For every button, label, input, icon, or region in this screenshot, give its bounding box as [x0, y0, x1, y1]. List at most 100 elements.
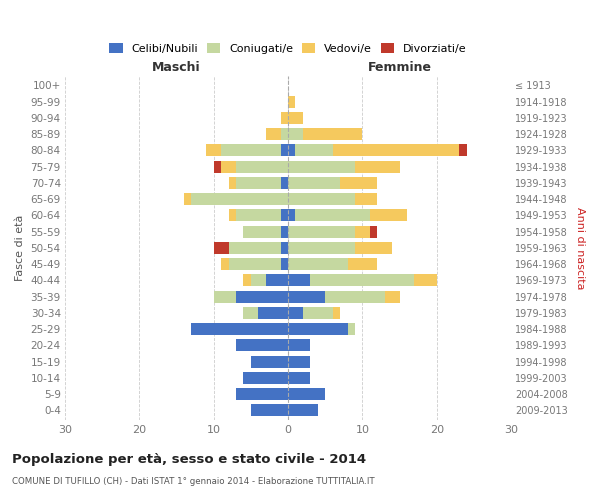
Bar [251, 404, 288, 416]
Bar [288, 242, 355, 254]
Bar [244, 226, 288, 237]
Bar [236, 388, 288, 400]
Bar [288, 210, 370, 222]
Bar [288, 210, 407, 222]
Bar [281, 112, 288, 124]
Bar [288, 290, 385, 302]
Bar [288, 193, 377, 205]
Bar [244, 307, 288, 319]
Bar [251, 356, 288, 368]
Bar [214, 290, 288, 302]
Legend: Celibi/Nubili, Coniugati/e, Vedovi/e, Divorziati/e: Celibi/Nubili, Coniugati/e, Vedovi/e, Di… [106, 40, 470, 58]
Bar [288, 160, 400, 172]
Bar [288, 290, 325, 302]
Bar [184, 193, 288, 205]
Bar [288, 356, 310, 368]
Bar [288, 388, 325, 400]
Bar [221, 258, 288, 270]
Bar [236, 177, 288, 189]
Bar [281, 128, 288, 140]
Bar [288, 96, 295, 108]
Bar [288, 340, 310, 351]
Bar [236, 210, 288, 222]
Bar [288, 112, 303, 124]
Bar [288, 258, 377, 270]
Bar [288, 404, 318, 416]
Bar [244, 372, 288, 384]
Bar [288, 307, 303, 319]
Bar [244, 372, 288, 384]
Bar [288, 177, 377, 189]
Bar [288, 160, 355, 172]
Bar [281, 210, 288, 222]
Y-axis label: Anni di nascita: Anni di nascita [575, 206, 585, 289]
Bar [236, 160, 288, 172]
Bar [288, 274, 437, 286]
Bar [288, 144, 467, 156]
Bar [281, 144, 288, 156]
Bar [281, 112, 288, 124]
Bar [244, 307, 288, 319]
Bar [288, 128, 303, 140]
Bar [288, 372, 310, 384]
Bar [288, 144, 459, 156]
Bar [288, 323, 355, 335]
Bar [288, 96, 295, 108]
Bar [251, 356, 288, 368]
Bar [288, 372, 310, 384]
Bar [288, 242, 392, 254]
Bar [236, 388, 288, 400]
Bar [251, 404, 288, 416]
Bar [214, 290, 288, 302]
Bar [251, 356, 288, 368]
Bar [288, 274, 310, 286]
Bar [288, 307, 340, 319]
Bar [288, 372, 310, 384]
Bar [288, 340, 310, 351]
Bar [206, 144, 288, 156]
Bar [288, 274, 437, 286]
Bar [288, 356, 310, 368]
Y-axis label: Fasce di età: Fasce di età [15, 214, 25, 281]
Bar [229, 242, 288, 254]
Bar [229, 177, 288, 189]
Bar [191, 323, 288, 335]
Text: Femmine: Femmine [368, 61, 431, 74]
Bar [244, 372, 288, 384]
Bar [288, 160, 400, 172]
Bar [288, 372, 310, 384]
Bar [288, 193, 355, 205]
Text: COMUNE DI TUFILLO (CH) - Dati ISTAT 1° gennaio 2014 - Elaborazione TUTTITALIA.IT: COMUNE DI TUFILLO (CH) - Dati ISTAT 1° g… [12, 478, 374, 486]
Bar [236, 388, 288, 400]
Bar [288, 193, 377, 205]
Bar [191, 323, 288, 335]
Bar [221, 160, 288, 172]
Bar [266, 128, 288, 140]
Bar [288, 290, 400, 302]
Bar [288, 242, 392, 254]
Bar [288, 388, 325, 400]
Text: Maschi: Maschi [152, 61, 201, 74]
Bar [281, 242, 288, 254]
Bar [229, 210, 288, 222]
Bar [244, 226, 288, 237]
Bar [191, 323, 288, 335]
Bar [281, 258, 288, 270]
Bar [244, 307, 288, 319]
Bar [288, 307, 332, 319]
Bar [288, 144, 295, 156]
Bar [229, 177, 288, 189]
Bar [288, 404, 318, 416]
Bar [221, 144, 288, 156]
Bar [251, 404, 288, 416]
Bar [244, 226, 288, 237]
Bar [288, 307, 340, 319]
Bar [288, 290, 400, 302]
Bar [288, 323, 355, 335]
Bar [206, 144, 288, 156]
Bar [288, 356, 310, 368]
Bar [184, 193, 288, 205]
Text: Popolazione per età, sesso e stato civile - 2014: Popolazione per età, sesso e stato civil… [12, 452, 366, 466]
Bar [288, 112, 303, 124]
Bar [288, 210, 407, 222]
